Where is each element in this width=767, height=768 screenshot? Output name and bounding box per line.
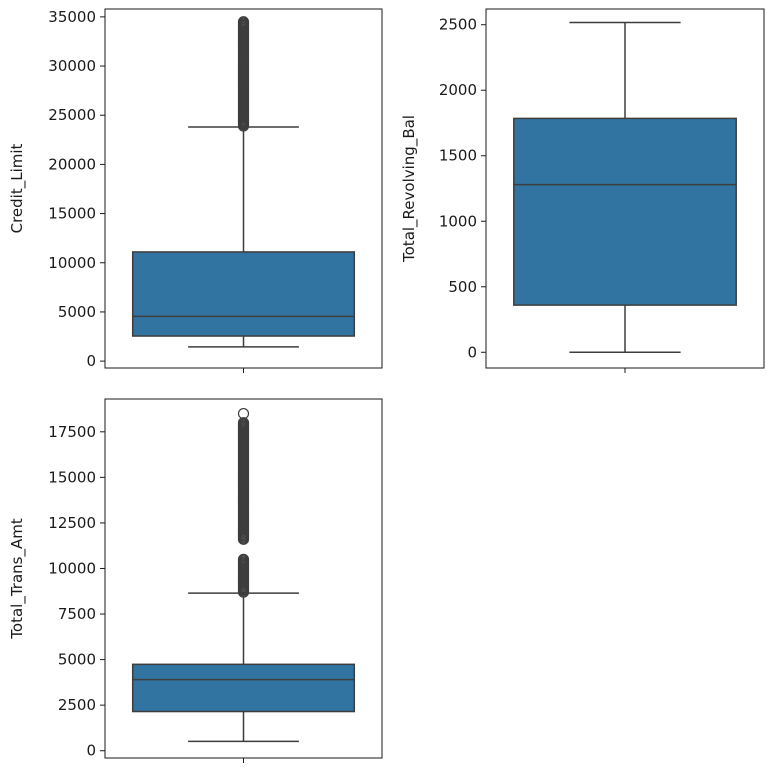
subplot-1: 0 5000 10000 15000 20000 25000 30000 35000 Credi… [8, 8, 383, 373]
y-tick-label: 2500 [58, 696, 96, 714]
y-tick-label: 25000 [48, 106, 96, 124]
y-tick-label: 7500 [58, 605, 96, 623]
y-axis-label: Credit_Limit [8, 143, 27, 233]
y-tick-label: 2500 [439, 16, 477, 34]
fliers [237, 407, 250, 598]
y-tick-label: 15000 [48, 205, 96, 223]
y-tick-label: 0 [86, 742, 96, 760]
y-tick-label: 10000 [48, 559, 96, 577]
axes-frame [485, 8, 765, 369]
y-tick-label: 5000 [58, 303, 96, 321]
y-tick-label: 5000 [58, 651, 96, 669]
subplot-2: 0 500 1000 1500 2000 2500 Total_Revolving_Bal [400, 8, 765, 373]
fliers [237, 16, 250, 132]
outlier-point [237, 407, 250, 420]
y-tick-label: 35000 [48, 8, 96, 26]
y-tick-label: 500 [448, 278, 477, 296]
y-tick-label: 0 [467, 343, 477, 361]
y-axis-label: Total_Trans_Amt [8, 518, 27, 640]
axes-frame [104, 398, 383, 759]
axes-frame [104, 8, 383, 369]
outlier-point [237, 553, 250, 565]
y-tick-label: 17500 [48, 423, 96, 441]
outlier-point [237, 16, 250, 28]
y-tick-label: 10000 [48, 254, 96, 272]
y-tick-label: 1000 [439, 212, 477, 230]
y-axis-label: Total_Revolving_Bal [400, 115, 419, 263]
iqr-box [131, 663, 356, 713]
y-tick-label: 12500 [48, 514, 96, 532]
iqr-box [131, 251, 356, 337]
y-tick-label: 2000 [439, 81, 477, 99]
y-tick-label: 0 [86, 352, 96, 370]
subplot-3: 0 2500 5000 7500 10000 12500 15000 17500 Total_T… [8, 398, 383, 763]
y-tick-label: 15000 [48, 468, 96, 486]
y-tick-label: 20000 [48, 155, 96, 173]
iqr-box [513, 117, 737, 306]
y-tick-label: 30000 [48, 57, 96, 75]
outlier-point [237, 417, 250, 429]
y-tick-label: 1500 [439, 147, 477, 165]
